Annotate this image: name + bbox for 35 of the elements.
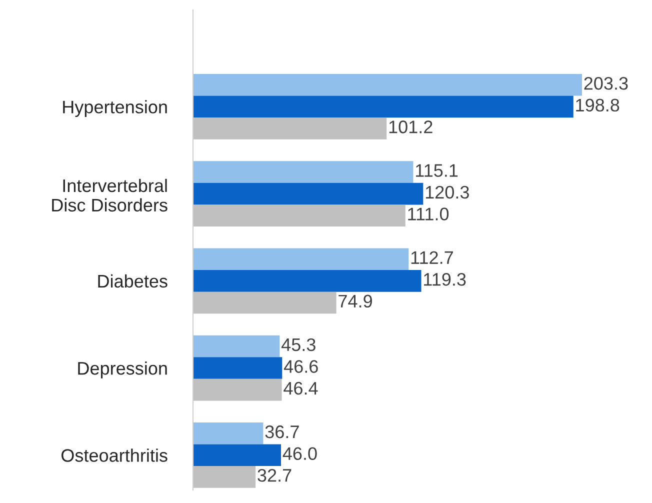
bar bbox=[193, 335, 280, 358]
bar bbox=[193, 357, 282, 379]
y-tick-label: Osteoarthritis bbox=[62, 448, 168, 462]
data-label: 115.1 bbox=[416, 164, 458, 177]
data-label: 112.7 bbox=[411, 251, 453, 264]
bar bbox=[193, 466, 256, 488]
bar bbox=[193, 378, 282, 401]
data-label: 111.0 bbox=[408, 208, 449, 220]
data-label: 46.6 bbox=[284, 360, 318, 373]
data-label: 45.3 bbox=[281, 338, 316, 352]
bar bbox=[193, 248, 409, 270]
bar bbox=[193, 161, 414, 183]
y-tick-label: Hypertension bbox=[63, 100, 167, 117]
bar bbox=[193, 182, 424, 205]
data-label: 203.3 bbox=[584, 76, 628, 90]
bar bbox=[193, 74, 582, 96]
y-tick-label: Depression bbox=[78, 362, 167, 378]
data-label: 32.7 bbox=[258, 468, 292, 482]
bar bbox=[193, 422, 264, 444]
data-label: 46.4 bbox=[284, 382, 318, 395]
y-tick-label: Diabetes bbox=[98, 274, 168, 288]
data-label: 46.0 bbox=[282, 447, 317, 460]
bar bbox=[193, 444, 282, 466]
bar bbox=[193, 118, 387, 140]
bar bbox=[193, 96, 574, 118]
data-label: 198.8 bbox=[576, 98, 620, 112]
data-label: 101.2 bbox=[389, 120, 432, 134]
bar bbox=[193, 270, 422, 292]
data-label: 36.7 bbox=[265, 425, 299, 438]
bar bbox=[193, 292, 336, 314]
data-label: 74.9 bbox=[338, 294, 372, 308]
bar bbox=[193, 204, 406, 226]
y-tick-label: Intervertebral Disc Disorders bbox=[52, 178, 168, 212]
data-label: 120.3 bbox=[426, 186, 469, 199]
data-label: 119.3 bbox=[424, 272, 466, 286]
